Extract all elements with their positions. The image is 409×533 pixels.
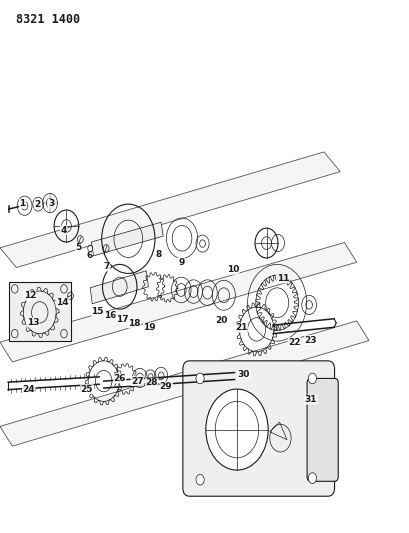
Circle shape (308, 373, 316, 384)
Polygon shape (90, 271, 148, 304)
Text: 27: 27 (131, 377, 143, 385)
Text: 25: 25 (81, 385, 93, 393)
Text: 8: 8 (155, 251, 162, 259)
Text: 1: 1 (19, 199, 26, 208)
FancyBboxPatch shape (182, 361, 334, 496)
Text: 16: 16 (104, 311, 117, 320)
Text: 23: 23 (304, 336, 316, 344)
Text: 20: 20 (215, 317, 227, 325)
Text: 24: 24 (22, 385, 35, 393)
Text: 12: 12 (24, 292, 36, 300)
Text: 11: 11 (276, 274, 288, 282)
Circle shape (196, 373, 204, 384)
Text: 21: 21 (234, 324, 247, 332)
Text: 28: 28 (145, 378, 157, 387)
Text: 4: 4 (60, 226, 67, 235)
Text: 29: 29 (160, 382, 172, 391)
Text: 5: 5 (75, 244, 82, 252)
Polygon shape (0, 243, 356, 362)
Text: 9: 9 (178, 258, 184, 266)
Circle shape (196, 474, 204, 485)
Circle shape (308, 473, 316, 483)
Text: 2: 2 (34, 200, 41, 208)
Text: 30: 30 (237, 370, 249, 378)
Text: 6: 6 (86, 252, 92, 260)
Text: 15: 15 (91, 308, 103, 316)
Text: 18: 18 (128, 319, 140, 328)
Text: 26: 26 (113, 374, 126, 383)
FancyBboxPatch shape (306, 378, 337, 481)
Text: 17: 17 (116, 316, 128, 324)
Text: 13: 13 (27, 318, 39, 327)
Text: 19: 19 (143, 324, 155, 332)
Text: 22: 22 (288, 338, 300, 346)
Polygon shape (91, 222, 163, 256)
Polygon shape (0, 321, 368, 446)
Circle shape (205, 389, 267, 470)
Text: 31: 31 (304, 395, 316, 404)
FancyBboxPatch shape (9, 282, 70, 341)
Text: 14: 14 (56, 298, 68, 307)
Text: 3: 3 (48, 199, 54, 208)
Text: 7: 7 (103, 262, 110, 271)
Text: 10: 10 (226, 265, 238, 274)
Text: 8321 1400: 8321 1400 (16, 13, 80, 26)
Polygon shape (0, 152, 339, 268)
